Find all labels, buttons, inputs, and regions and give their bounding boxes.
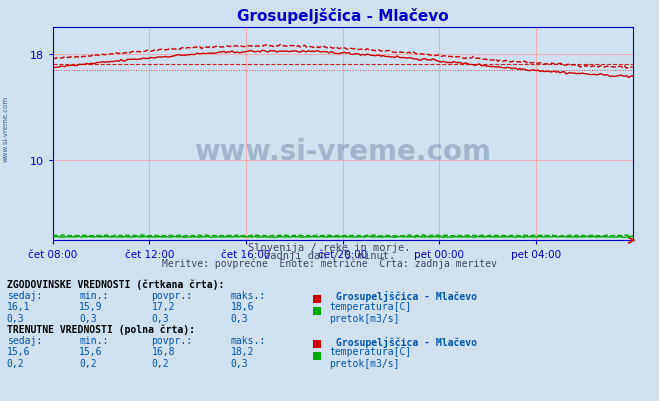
Text: min.:: min.:	[79, 291, 109, 301]
Text: temperatura[C]: temperatura[C]	[330, 346, 412, 356]
Text: sedaj:: sedaj:	[7, 336, 42, 346]
Text: temperatura[C]: temperatura[C]	[330, 302, 412, 312]
Text: 0,3: 0,3	[79, 313, 97, 323]
Text: www.si-vreme.com: www.si-vreme.com	[194, 138, 491, 165]
Text: 0,2: 0,2	[7, 358, 24, 368]
Text: 15,9: 15,9	[79, 302, 103, 312]
Text: 18,2: 18,2	[231, 346, 254, 356]
Text: min.:: min.:	[79, 336, 109, 346]
Text: 15,6: 15,6	[7, 346, 30, 356]
Text: 0,2: 0,2	[152, 358, 169, 368]
Text: 0,3: 0,3	[7, 313, 24, 323]
Text: zadnji dan / 5 minut.: zadnji dan / 5 minut.	[264, 251, 395, 261]
Text: 18,6: 18,6	[231, 302, 254, 312]
Text: 0,3: 0,3	[231, 313, 248, 323]
Text: TRENUTNE VREDNOSTI (polna črta):: TRENUTNE VREDNOSTI (polna črta):	[7, 324, 194, 334]
Title: Grosupeljščica - Mlačevo: Grosupeljščica - Mlačevo	[237, 8, 449, 24]
Text: maks.:: maks.:	[231, 336, 266, 346]
Text: povpr.:: povpr.:	[152, 291, 192, 301]
Text: 0,2: 0,2	[79, 358, 97, 368]
Text: Grosupeljščica - Mlačevo: Grosupeljščica - Mlačevo	[336, 336, 477, 346]
Text: maks.:: maks.:	[231, 291, 266, 301]
Text: 15,6: 15,6	[79, 346, 103, 356]
Text: sedaj:: sedaj:	[7, 291, 42, 301]
Text: www.si-vreme.com: www.si-vreme.com	[2, 95, 9, 161]
Text: Slovenija / reke in morje.: Slovenija / reke in morje.	[248, 243, 411, 253]
Text: Grosupeljščica - Mlačevo: Grosupeljščica - Mlačevo	[336, 291, 477, 302]
Text: povpr.:: povpr.:	[152, 336, 192, 346]
Text: ZGODOVINSKE VREDNOSTI (črtkana črta):: ZGODOVINSKE VREDNOSTI (črtkana črta):	[7, 279, 224, 289]
Text: Meritve: povprečne  Enote: metrične  Črta: zadnja meritev: Meritve: povprečne Enote: metrične Črta:…	[162, 257, 497, 269]
Text: 16,8: 16,8	[152, 346, 175, 356]
Text: 0,3: 0,3	[231, 358, 248, 368]
Text: pretok[m3/s]: pretok[m3/s]	[330, 313, 400, 323]
Text: 16,1: 16,1	[7, 302, 30, 312]
Text: pretok[m3/s]: pretok[m3/s]	[330, 358, 400, 368]
Text: 17,2: 17,2	[152, 302, 175, 312]
Text: 0,3: 0,3	[152, 313, 169, 323]
